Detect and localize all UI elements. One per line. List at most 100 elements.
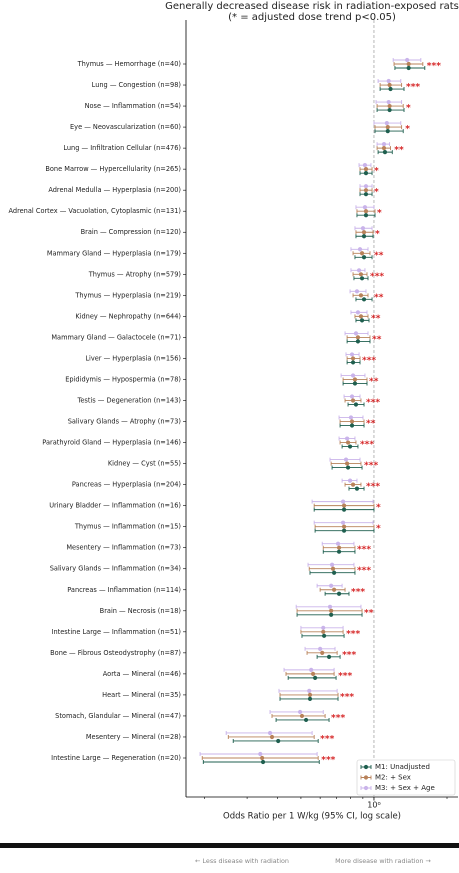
point [303, 717, 309, 723]
point [343, 457, 349, 462]
y-tick-label: Intestine Large — Inflammation (n=51) [52, 628, 181, 636]
point [340, 520, 346, 525]
point [341, 528, 347, 533]
point [386, 78, 391, 84]
point [358, 272, 364, 277]
point [321, 625, 326, 630]
chart-title: Generally decreased disease risk in radi… [165, 1, 459, 12]
y-tick-label: Mammary Gland — Galactocele (n=71) [51, 333, 181, 341]
legend-label: M3: + Sex + Age [375, 784, 435, 792]
significance-stars: ** [374, 293, 384, 303]
point [330, 566, 336, 571]
y-tick-label: Salivary Glands — Atrophy (n=73) [68, 418, 181, 426]
point [310, 671, 316, 676]
significance-stars: *** [346, 629, 360, 639]
chart-subtitle: (* = adjusted dose trend p<0.05) [228, 12, 396, 23]
point [355, 335, 361, 340]
y-tick-label: Thymus — Atrophy (n=579) [88, 270, 181, 278]
point [363, 213, 369, 218]
significance-stars: *** [331, 713, 345, 723]
point [331, 570, 337, 575]
significance-stars: ** [374, 251, 384, 261]
y-tick-label: Mesentery — Inflammation (n=73) [66, 544, 181, 552]
significance-stars: *** [370, 272, 384, 282]
y-tick-label: Mammary Gland — Hyperplasia (n=179) [47, 249, 181, 257]
significance-stars: *** [357, 566, 371, 576]
significance-stars: *** [342, 650, 356, 660]
point [354, 289, 360, 294]
point [361, 255, 367, 260]
point [267, 730, 273, 736]
y-tick-label: Pancreas — Hyperplasia (n=204) [72, 481, 181, 489]
y-tick-label: Intestine Large — Regeneration (n=20) [51, 754, 181, 762]
x-tick-label: 10⁰ [367, 801, 380, 810]
significance-stars: * [374, 167, 379, 177]
y-tick-label: Kidney — Cyst (n=55) [108, 460, 181, 468]
y-tick-label: Kidney — Nephropathy (n=644) [75, 312, 181, 320]
y-tick-label: Testis — Degeneration (n=143) [76, 396, 181, 404]
y-tick-label: Brain — Necrosis (n=18) [100, 607, 181, 615]
y-tick-label: Lung — Congestion (n=98) [92, 81, 181, 89]
point [307, 696, 313, 702]
point [322, 633, 327, 638]
x-axis-label: Odds Ratio per 1 W/kg (95% CI, log scale… [223, 812, 401, 822]
annotation: ← Less disease with radiation [195, 857, 289, 865]
point [359, 276, 365, 281]
point [345, 436, 350, 441]
point [381, 146, 387, 151]
y-tick-label: Thymus — Hyperplasia (n=219) [74, 291, 181, 299]
point [340, 499, 346, 504]
significance-stars: * [405, 125, 410, 135]
error-bar [275, 717, 330, 722]
y-tick-label: Nose — Inflammation (n=54) [85, 102, 181, 110]
point [362, 205, 368, 210]
y-tick-label: Pancreas — Inflammation (n=114) [67, 586, 181, 594]
significance-stars: * [376, 503, 381, 513]
point [345, 440, 351, 445]
significance-stars: *** [340, 692, 354, 702]
point [269, 734, 275, 740]
point [326, 654, 332, 659]
point [299, 713, 305, 719]
y-tick-label: Stomach, Glandular — Mineral (n=47) [55, 712, 181, 720]
point [276, 738, 281, 744]
significance-stars: * [376, 524, 381, 534]
point [258, 751, 263, 757]
point [350, 373, 356, 378]
legend-box [356, 759, 456, 796]
point [352, 377, 358, 382]
point [329, 562, 335, 567]
y-tick-label: Thymus — Inflammation (n=15) [74, 523, 181, 531]
point [358, 314, 364, 319]
point [345, 465, 351, 470]
significance-stars: *** [338, 671, 352, 681]
point [329, 612, 334, 617]
legend-marker [363, 785, 369, 791]
significance-stars: *** [321, 756, 335, 766]
y-tick-label: Bone — Fibrous Osteodystrophy (n=87) [50, 649, 181, 657]
y-tick-label: Epididymis — Hypospermia (n=78) [65, 375, 181, 383]
point [363, 209, 369, 214]
legend-label: M1: Unadjusted [375, 763, 430, 771]
point [358, 293, 364, 298]
y-tick-label: Mesentery — Mineral (n=28) [86, 733, 181, 741]
point [352, 381, 358, 386]
legend-label: M2: + Sex [375, 774, 411, 782]
significance-stars: ** [364, 608, 374, 618]
point [336, 549, 342, 554]
y-tick-label: Adrenal Cortex — Vacuolation, Cytoplasmi… [8, 207, 181, 215]
y-tick-label: Urinary Bladder — Inflammation (n=16) [49, 502, 181, 510]
point [297, 709, 303, 715]
point [349, 394, 355, 399]
separator-bar [0, 843, 459, 848]
point [349, 423, 355, 428]
error-bar [287, 675, 337, 680]
point [382, 150, 388, 155]
point [405, 57, 410, 63]
point [345, 461, 350, 466]
point [363, 184, 369, 189]
point [406, 61, 411, 67]
point [307, 688, 312, 694]
point [386, 99, 391, 105]
y-tick-label: Salivary Glands — Inflammation (n=34) [50, 565, 181, 573]
